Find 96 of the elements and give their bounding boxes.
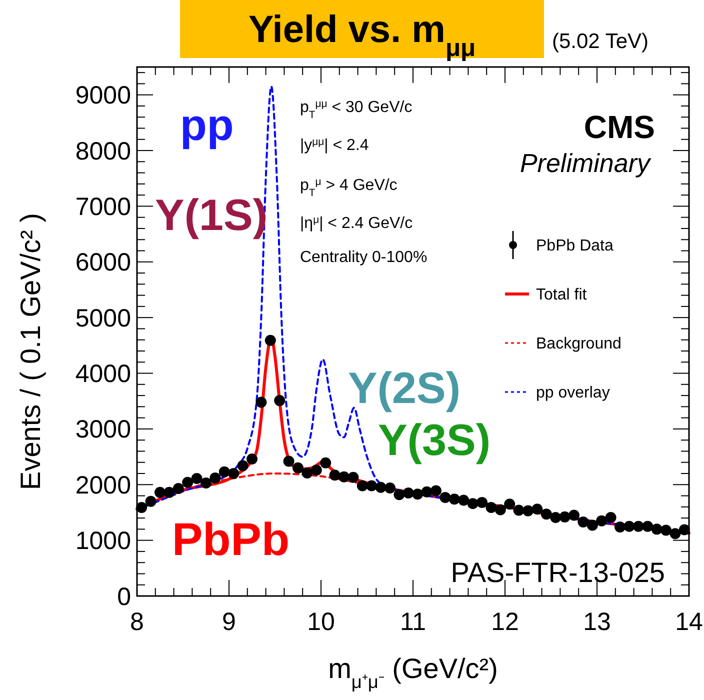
point [402,487,414,498]
annotation: p$_{T}$$^{μμ}$ < 30 GeV/c [300,98,412,120]
legend-label: pp overlay [536,384,610,402]
annotation: Y(2S) [348,364,460,413]
point [504,498,516,510]
point [348,472,359,483]
y-tick-label: 5000 [75,304,131,332]
chart-title: Yield vs. m$_{μμ}$ [248,9,476,62]
annotation: Y(3S) [378,416,490,465]
point [513,504,524,516]
annotation: CMS [584,109,655,145]
legend-label: Total fit [536,286,588,304]
x-tick-label: 13 [583,608,611,636]
point [191,473,202,484]
annotation: Centrality 0-100% [300,249,428,266]
point [550,512,562,523]
y-tick-label: 2000 [75,471,131,500]
y-tick-label: 6000 [75,248,131,277]
point [256,396,267,408]
point [200,477,212,488]
point [568,510,580,521]
point [586,520,598,531]
point [264,334,276,346]
x-tick-label: 10 [307,608,335,636]
point [596,515,608,526]
y-tick-label: 9000 [75,82,131,110]
point [467,498,478,510]
point [605,512,616,523]
point [310,464,322,476]
point [228,468,240,479]
point [338,471,350,482]
point [246,454,258,465]
point [412,488,424,500]
point [476,496,488,508]
point [670,528,681,540]
point [578,516,589,528]
point [218,466,230,478]
point [320,457,332,468]
point [366,480,378,492]
point [302,467,313,478]
annotation: Preliminary [520,148,652,178]
x-tick-label: 12 [491,608,519,636]
annotation: PbPb [172,513,290,565]
point [540,508,552,520]
point [440,492,451,503]
point [164,486,175,498]
point [614,521,626,532]
point [154,486,166,498]
point [375,482,386,493]
point [651,524,662,535]
point [624,520,635,532]
point [292,462,304,474]
y-axis-title: Events / ( 0.1 GeV/c² ) [15,213,46,490]
point [559,511,570,522]
point [283,456,294,467]
annotation: Y(1S) [155,191,268,240]
y-tick-label: 3000 [75,416,131,444]
y-tick-label: 1000 [75,527,131,556]
point [274,395,286,406]
y-tick-label: 0 [117,582,131,611]
point [172,483,184,494]
point [632,520,644,532]
point [494,504,506,516]
x-tick-label: 14 [675,608,703,636]
annotation: PAS-FTR-13-025 [450,557,665,588]
point [394,489,405,500]
annotation: |η$^{μ}$| < 2.4 GeV/c [300,214,413,232]
point [182,476,194,488]
point [642,520,654,532]
point [421,486,432,498]
point [486,502,497,513]
point [448,494,460,505]
legend-label: PbPb Data [536,238,614,255]
text: (5.02 TeV) [552,30,648,53]
point [660,524,672,536]
point [329,470,340,481]
x-tick-label: 9 [222,608,236,636]
x-tick-label: 8 [130,608,144,636]
annotation: |y$^{μμ}$| < 2.4 [300,136,369,154]
point [356,480,368,492]
y-tick-label: 4000 [75,360,131,388]
point [430,485,442,496]
legend-label: Background [536,336,622,353]
point [210,472,221,484]
point [237,460,248,472]
annotation: p$_{T}$$^{μ}$ > 4 GeV/c [300,176,398,198]
y-tick-label: 7000 [75,192,131,221]
point [458,494,470,506]
x-axis-title: m$_{μ⁺μ⁻}$ (GeV/c²) [328,653,498,692]
x-tick-label: 11 [400,608,426,636]
annotation: pp [180,101,234,150]
point [532,504,543,515]
point [384,482,396,494]
y-tick-label: 8000 [75,137,131,166]
point [522,505,534,516]
point [145,496,156,507]
